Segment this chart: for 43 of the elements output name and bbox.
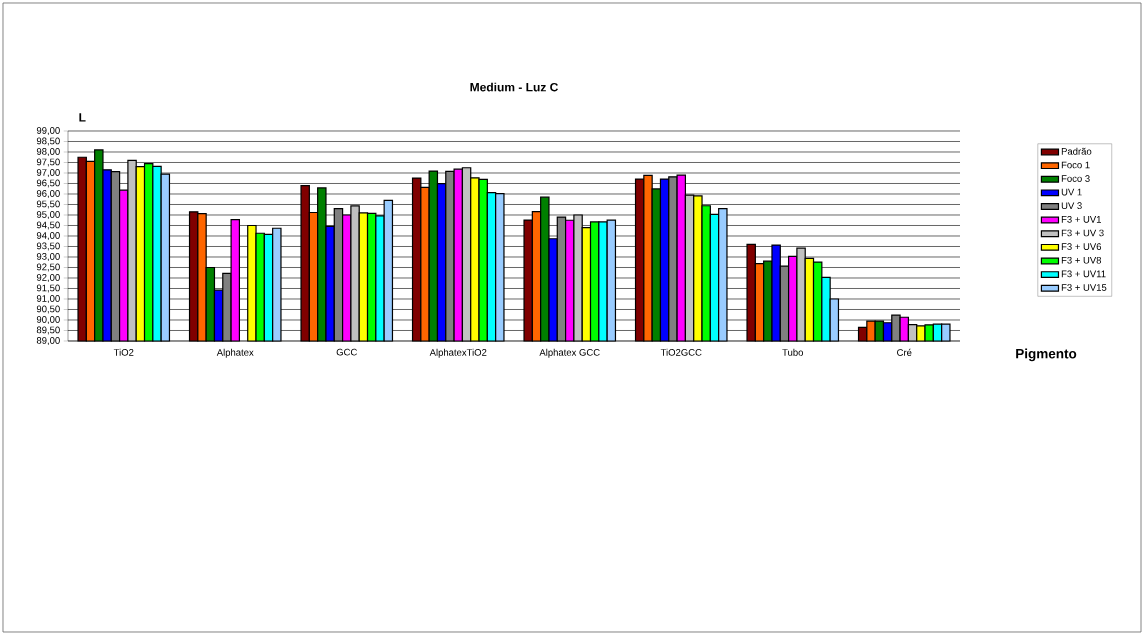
y-tick-label: 91,00 (36, 295, 60, 303)
y-tick-label: 98,50 (36, 137, 60, 146)
x-tick-label: GCC (336, 348, 357, 356)
legend-label: UV 3 (1061, 202, 1082, 210)
x-tick-label: Alphatex GCC (539, 348, 600, 358)
legend-label: Padrão (1061, 147, 1092, 155)
y-tick-label: 89,50 (36, 326, 60, 335)
legend-label: Foco 3 (1061, 175, 1090, 182)
legend-label: Foco 1 (1061, 161, 1090, 169)
legend-label: F3 + UV8 (1061, 256, 1102, 264)
legend-label: F3 + UV 3 (1061, 229, 1104, 237)
y-tick-label: 97,50 (36, 158, 60, 167)
y-tick-label: 99,00 (36, 127, 60, 135)
legend-label: F3 + UV6 (1061, 243, 1102, 250)
legend-label: F3 + UV15 (1061, 284, 1107, 291)
y-tick-label: 89,00 (36, 337, 60, 345)
y-tick-label: 94,00 (36, 232, 60, 240)
legend-label: UV 1 (1061, 188, 1082, 196)
x-tick-label: Alphatex (216, 348, 254, 358)
y-axis-title: L (79, 113, 86, 122)
y-tick-label: 97,00 (36, 169, 60, 177)
y-tick-label: 92,00 (36, 274, 60, 282)
y-tick-label: 96,50 (36, 179, 60, 188)
x-tick-label: AlphatexTiO2 (429, 348, 487, 358)
y-tick-label: 98,00 (36, 148, 60, 156)
legend-label: F3 + UV11 (1061, 270, 1106, 278)
x-tick-label: TiO2GCC (660, 348, 702, 356)
legend-label: F3 + UV1 (1061, 216, 1101, 223)
y-tick-label: 95,00 (36, 211, 60, 219)
x-axis-title: Pigmento (1016, 348, 1077, 362)
x-tick-label: TiO2 (113, 348, 134, 356)
y-tick-label: 91,50 (36, 284, 60, 293)
y-tick-label: 95,50 (36, 200, 60, 209)
y-tick-label: 90,00 (36, 316, 60, 324)
chart-title: Medium - Luz C (470, 82, 559, 92)
y-tick-label: 92,50 (36, 263, 60, 272)
y-tick-label: 94,50 (36, 221, 60, 230)
y-tick-label: 96,00 (36, 190, 60, 198)
y-tick-label: 93,00 (36, 253, 60, 261)
y-tick-label: 93,50 (36, 242, 60, 251)
y-tick-label: 90,50 (36, 305, 60, 314)
x-tick-label: Tubo (782, 348, 804, 356)
x-tick-label: Cré (897, 348, 912, 356)
